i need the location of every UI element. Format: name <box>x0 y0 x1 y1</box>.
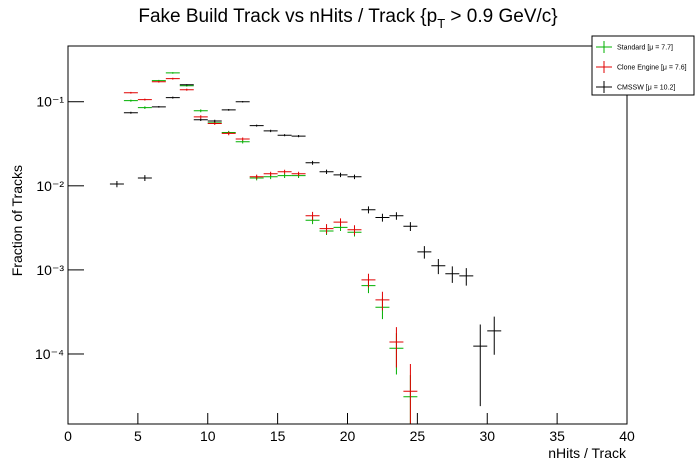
error-bar-point <box>473 324 488 407</box>
x-tick-label: 15 <box>270 428 286 444</box>
error-bar-point <box>389 212 404 220</box>
error-bar-point <box>263 129 278 133</box>
error-bar-point <box>277 134 292 137</box>
error-bar-point <box>193 115 208 119</box>
error-bar-point <box>347 225 362 236</box>
error-bar-point <box>403 364 418 424</box>
error-bar-point <box>179 84 194 86</box>
error-bar-point <box>123 99 138 102</box>
error-bar-point <box>375 213 390 222</box>
legend-label: CMSSW [μ = 10.2] <box>617 85 675 92</box>
error-bar-point <box>207 122 222 125</box>
legend-box <box>591 35 695 96</box>
error-bar-point <box>207 119 222 123</box>
x-tick-label: 40 <box>619 428 635 444</box>
error-bar-point <box>333 172 348 178</box>
error-bar-point <box>263 171 278 176</box>
legend: Standard [μ = 7.7] Clone Engine [μ = 7.6]… <box>591 35 695 96</box>
error-bar-point <box>417 246 432 259</box>
error-bar-point <box>403 222 418 232</box>
error-bar-point <box>221 131 236 136</box>
legend-marker <box>596 81 612 93</box>
x-axis-label: nHits / Track <box>548 445 627 461</box>
error-bar-point <box>487 316 502 355</box>
y-tick-label: 10⁻⁴ <box>35 346 64 362</box>
x-tick-label: 0 <box>64 428 72 444</box>
error-bar-point <box>375 291 390 311</box>
error-bar-point <box>389 327 404 368</box>
error-bar-point <box>193 109 208 113</box>
error-bar-point <box>445 266 460 283</box>
error-bar-point <box>277 169 292 174</box>
error-bar-point <box>123 91 138 94</box>
error-bar-point <box>179 88 194 91</box>
legend-marker <box>596 61 612 73</box>
error-bar-point <box>137 98 152 101</box>
y-tick-label: 10⁻¹ <box>36 94 64 110</box>
title-end: > 0.9 GeV/c} <box>445 6 558 27</box>
legend-marker <box>596 41 612 53</box>
error-bar-point <box>319 224 334 234</box>
error-bar-point <box>305 160 320 165</box>
y-tick-label: 10⁻³ <box>36 262 64 278</box>
error-bar-point <box>109 181 124 188</box>
x-tick-label: 35 <box>549 428 565 444</box>
error-bar-point <box>249 174 264 180</box>
error-bar-point <box>137 175 152 182</box>
error-bar-point <box>459 268 474 286</box>
title-subscript: T <box>437 16 445 31</box>
error-bar-point <box>291 135 306 138</box>
x-tick-label: 25 <box>410 428 426 444</box>
error-bar-point <box>151 80 166 83</box>
error-bar-point <box>165 72 180 74</box>
y-tick-label: 10⁻² <box>36 178 64 194</box>
error-bar-point <box>235 137 250 141</box>
y-axis-label: Fraction of Tracks <box>9 165 25 276</box>
error-bar-point <box>347 174 362 180</box>
x-tick-label: 30 <box>479 428 495 444</box>
x-tick-label: 20 <box>340 428 356 444</box>
error-bar-point <box>123 111 138 114</box>
error-bar-point <box>431 258 446 275</box>
title-main: Fake Build Track vs nHits / Track {p <box>138 6 437 27</box>
error-bar-point <box>235 101 250 103</box>
x-tick-label: 5 <box>134 428 142 444</box>
error-bar-point <box>361 206 376 214</box>
error-bar-point <box>291 171 306 176</box>
error-bar-point <box>277 173 292 178</box>
error-bar-point <box>235 140 250 144</box>
x-tick-label: 10 <box>200 428 216 444</box>
error-bar-point <box>361 273 376 288</box>
error-bar-point <box>151 105 166 108</box>
error-bar-point <box>333 218 348 227</box>
chart-title: Fake Build Track vs nHits / Track {pT > … <box>138 6 557 31</box>
error-bar-point <box>221 108 236 111</box>
legend-label: Standard [μ = 7.7] <box>617 45 673 52</box>
error-bar-point <box>165 96 180 99</box>
error-bar-point <box>137 106 152 109</box>
error-bar-point <box>305 211 320 221</box>
error-bar-point <box>249 124 264 127</box>
plot-marks <box>109 72 502 424</box>
error-bar-point <box>193 118 208 121</box>
error-bar-point <box>165 77 180 80</box>
legend-label: Clone Engine [μ = 7.6] <box>617 65 687 72</box>
error-bar-point <box>319 169 334 175</box>
